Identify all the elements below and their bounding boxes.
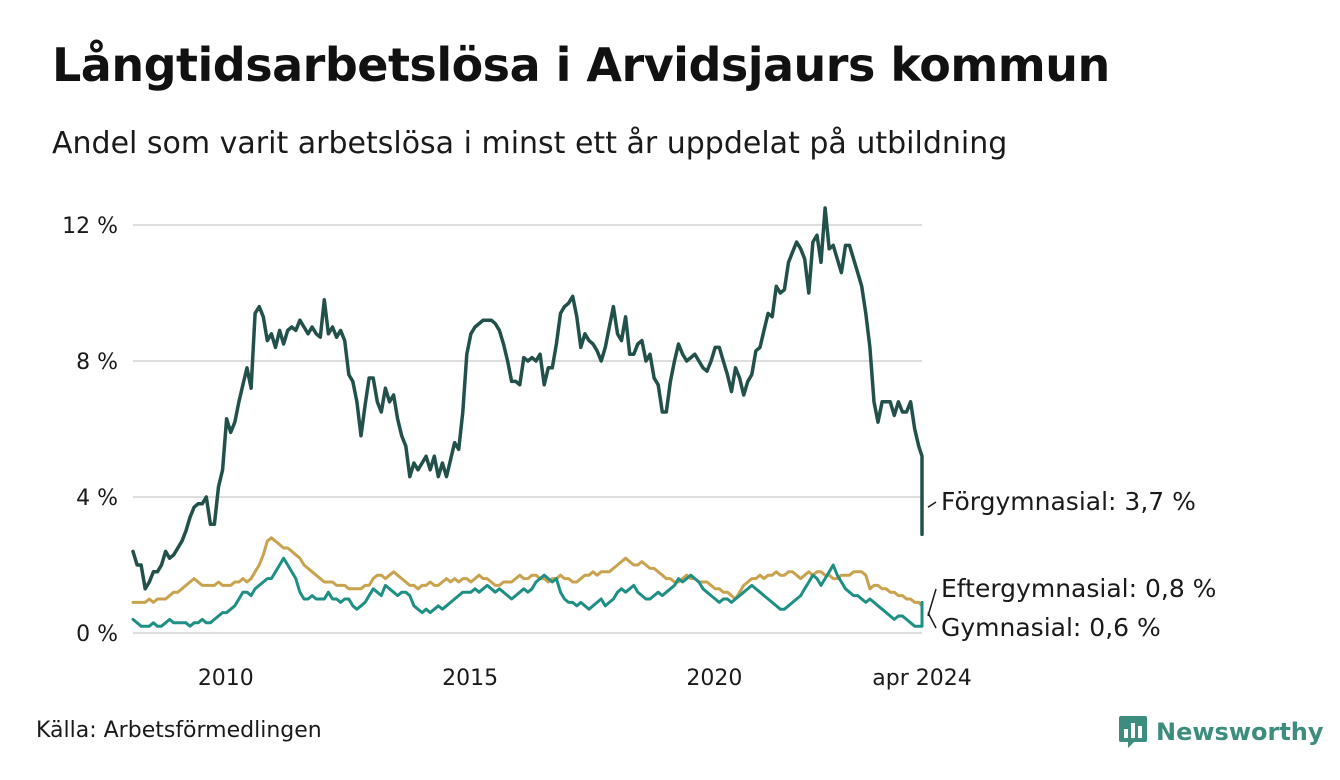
series-line-förgymnasial [131,206,924,591]
x-tick-label: 2015 [442,666,498,691]
x-axis: 2010 2015 2020 apr 2024 [198,666,972,691]
series-line-gymnasial [131,556,924,628]
y-tick-label: 8 % [76,350,118,375]
y-tick-label: 4 % [76,486,118,511]
series-end-label: Eftergymnasial: 0,8 % [941,574,1216,603]
y-tick-label: 0 % [76,622,118,647]
bar-chart-speech-bubble-icon [1119,716,1147,748]
chart-title: Långtidsarbetslösa i Arvidsjaurs kommun [52,38,1110,92]
chart-subtitle: Andel som varit arbetslösa i minst ett å… [52,126,1008,161]
leader-line [927,612,937,629]
series-end-label: Gymnasial: 0,6 % [941,613,1161,642]
source-note: Källa: Arbetsförmedlingen [36,718,322,743]
brand-logo: Newsworthy [1118,714,1324,750]
x-tick-label: apr 2024 [872,666,971,691]
leader-line [927,588,937,617]
series-end-labels: Förgymnasial: 3,7 % Eftergymnasial: 0,8 %… [927,487,1216,642]
leader-line [927,501,937,508]
brand-name: Newsworthy [1156,718,1324,746]
gridlines [133,224,922,634]
y-axis: 0 % 4 % 8 % 12 % [62,214,118,647]
x-tick-label: 2010 [198,666,254,691]
y-tick-label: 12 % [62,214,118,239]
series-lines [131,206,924,628]
series-line-eftergymnasial [131,536,924,618]
x-tick-label: 2020 [686,666,742,691]
series-end-label: Förgymnasial: 3,7 % [941,487,1196,516]
